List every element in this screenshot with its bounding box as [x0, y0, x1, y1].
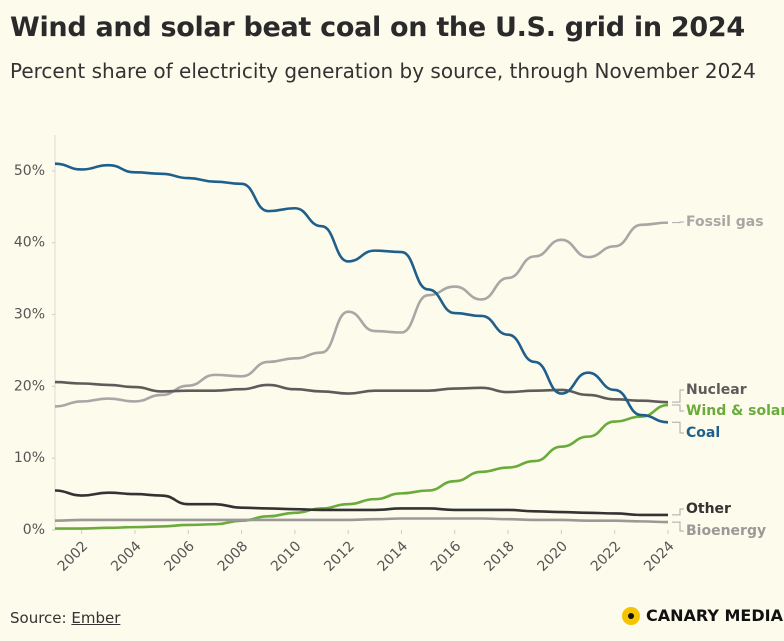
y-tick-label: 50% [14, 163, 45, 179]
chart-subtitle: Percent share of electricity generation … [10, 59, 756, 83]
series-label: Fossil gas [686, 214, 764, 230]
label-connector [672, 521, 684, 532]
x-tick-label: 2008 [215, 538, 252, 575]
logo-text: CANARY MEDIA [646, 606, 783, 625]
series-label: Other [686, 501, 731, 517]
series-label: Coal [686, 425, 720, 441]
y-tick-label: 30% [14, 307, 45, 323]
label-connector [672, 421, 684, 434]
label-connector [672, 508, 684, 516]
series-line [54, 221, 669, 408]
x-tick-label: 2004 [108, 538, 145, 575]
chart-title: Wind and solar beat coal on the U.S. gri… [10, 12, 745, 43]
x-tick-label: 2018 [481, 538, 518, 575]
x-tick-label: 2020 [535, 538, 572, 575]
x-tick-label: 2002 [55, 538, 92, 575]
y-tick-label: 20% [14, 378, 45, 394]
x-tick-label: 2022 [588, 538, 625, 575]
x-tick-label: 2006 [161, 538, 198, 575]
series-line [54, 380, 669, 404]
logo-icon [622, 606, 640, 625]
x-tick-label: 2024 [641, 538, 678, 575]
y-tick-label: 10% [14, 450, 45, 466]
x-tick-label: 2012 [321, 538, 358, 575]
source: Source: Ember [10, 609, 120, 627]
x-tick-label: 2010 [268, 538, 305, 575]
y-tick-label: 40% [14, 235, 45, 251]
source-label: Source: [10, 609, 67, 627]
series-line [54, 489, 668, 517]
series-line [54, 517, 669, 524]
series-label: Nuclear [686, 382, 747, 398]
series-label: Bioenergy [686, 523, 766, 539]
label-connector [672, 404, 684, 412]
series-line [54, 162, 669, 424]
x-tick-label: 2016 [428, 538, 465, 575]
label-connector [672, 221, 684, 224]
chart: 0% 10% 20% 30% 40% 50% 2002 2004 2006 2008 2010 201… [14, 135, 784, 575]
source-link[interactable]: Ember [71, 609, 121, 627]
label-connector [672, 389, 684, 403]
series-line [54, 403, 669, 530]
series-label: Wind & solar [686, 403, 784, 419]
logo: CANARY MEDIA [622, 606, 783, 625]
y-tick-label: 0% [23, 522, 45, 538]
x-tick-label: 2014 [375, 538, 412, 575]
